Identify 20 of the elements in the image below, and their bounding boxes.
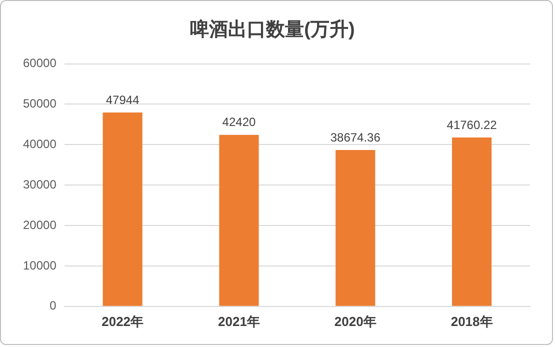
y-tick-label: 40000 (22, 136, 57, 151)
x-tick-label: 2021年 (218, 314, 260, 329)
data-label: 47944 (106, 92, 140, 107)
bar (102, 112, 142, 306)
x-tick-label: 2020年 (334, 314, 376, 329)
bar (452, 138, 492, 306)
y-tick-label: 60000 (22, 56, 57, 70)
y-tick-label: 50000 (22, 96, 57, 111)
x-tick-label: 2018年 (450, 314, 493, 329)
y-tick-label: 20000 (22, 218, 57, 232)
bar (336, 150, 376, 306)
y-tick-label: 30000 (22, 177, 57, 192)
x-tick-label: 2022年 (102, 314, 144, 329)
y-tick-label: 0 (50, 298, 57, 313)
data-label: 41760.22 (446, 118, 498, 132)
data-label: 42420 (222, 115, 256, 130)
chart-title: 啤酒出口数量(万升) (190, 18, 355, 41)
data-label: 38674.36 (330, 130, 381, 144)
bar (219, 134, 259, 306)
y-tick-label: 10000 (22, 258, 57, 272)
